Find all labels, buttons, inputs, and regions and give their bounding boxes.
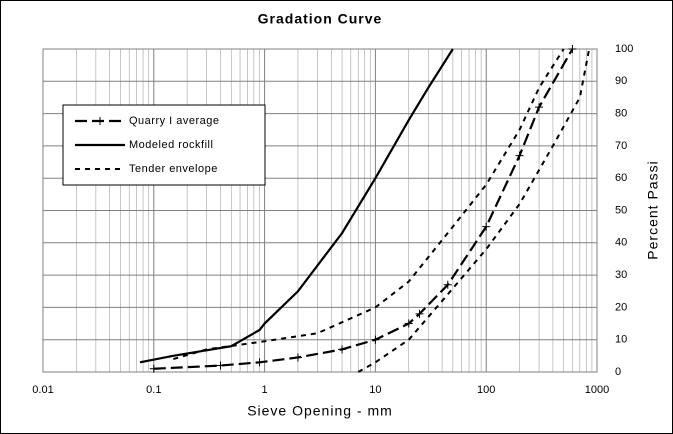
legend-label: Tender envelope xyxy=(129,163,218,175)
x-tick-label: 0.1 xyxy=(146,384,161,396)
point-marker xyxy=(482,222,491,231)
point-marker xyxy=(535,103,544,112)
point-marker xyxy=(415,309,424,318)
y-axis-label: Percent Passi xyxy=(645,160,661,259)
legend-marker xyxy=(96,117,104,125)
point-marker xyxy=(149,364,158,373)
point-marker xyxy=(443,280,452,289)
series-line xyxy=(139,48,454,364)
y-tick-label: 30 xyxy=(615,269,627,281)
legend-label: Modeled rockfill xyxy=(129,139,213,151)
x-tick-label: 0.01 xyxy=(32,384,53,396)
y-tick-label: 60 xyxy=(615,172,627,184)
x-tick-label: 10 xyxy=(369,384,381,396)
point-marker xyxy=(293,353,302,362)
series-line xyxy=(357,48,591,373)
x-tick-label: 1 xyxy=(262,384,268,396)
y-tick-label: 10 xyxy=(615,334,627,346)
series-line xyxy=(173,48,565,361)
chart-title: Gradation Curve xyxy=(258,11,383,27)
y-tick-label: 80 xyxy=(615,108,627,120)
x-tick-label: 1000 xyxy=(585,384,609,396)
y-tick-label: 40 xyxy=(615,237,627,249)
point-marker xyxy=(404,319,413,328)
y-tick-label: 20 xyxy=(615,301,627,313)
y-tick-label: 90 xyxy=(615,75,627,87)
y-tick-label: 100 xyxy=(615,43,633,55)
point-marker xyxy=(338,345,347,354)
y-tick-label: 50 xyxy=(615,204,627,216)
x-tick-label: 100 xyxy=(477,384,495,396)
point-marker xyxy=(371,335,380,344)
point-marker xyxy=(568,45,577,53)
y-tick-label: 0 xyxy=(615,366,621,378)
y-tick-label: 70 xyxy=(615,140,627,152)
point-marker xyxy=(216,361,225,370)
point-marker xyxy=(255,358,264,367)
legend-label: Quarry I average xyxy=(129,115,220,127)
x-axis-label: Sieve Opening - mm xyxy=(247,403,393,419)
point-marker xyxy=(515,151,524,160)
